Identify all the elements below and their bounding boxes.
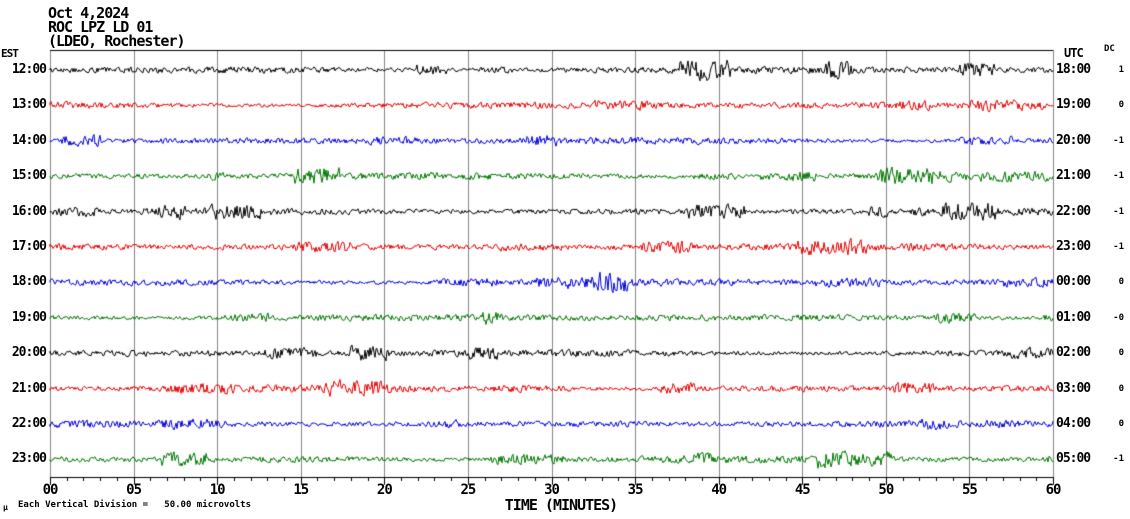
utc-time-label: 22:00 — [1056, 203, 1091, 219]
x-axis-tick-label: 40 — [711, 482, 727, 498]
est-time-label: 13:00 — [11, 97, 47, 113]
x-axis-tick-label: 30 — [544, 482, 560, 498]
est-time-label: 15:00 — [11, 168, 47, 184]
utc-time-label: 19:00 — [1056, 97, 1091, 113]
dc-offset-value: -1 — [1113, 135, 1124, 146]
x-axis-tick-label: 25 — [460, 482, 476, 498]
dc-offset-value: 0 — [1118, 383, 1124, 394]
est-time-label: 20:00 — [11, 345, 47, 361]
dc-offset-value: -1 — [1113, 171, 1124, 182]
header-date: Oct 4,2024 — [48, 4, 129, 22]
utc-time-label: 21:00 — [1056, 168, 1091, 184]
utc-time-label: 18:00 — [1056, 62, 1091, 77]
dc-offset-value: -0 — [1113, 312, 1124, 323]
header-station: ROC LPZ LD 01 — [48, 18, 153, 36]
utc-time-label: 02:00 — [1056, 345, 1091, 361]
est-time-label: 21:00 — [11, 380, 47, 396]
utc-time-label: 04:00 — [1056, 416, 1091, 431]
est-time-label: 22:00 — [11, 416, 47, 431]
est-time-label: 12:00 — [11, 62, 47, 77]
header-network: (LDEO, Rochester) — [48, 32, 186, 50]
est-time-label: 23:00 — [11, 451, 47, 467]
x-axis-tick-label: 00 — [42, 482, 59, 498]
x-axis-tick-label: 05 — [126, 482, 142, 498]
dc-offset-value: 0 — [1118, 348, 1124, 359]
dc-offset-value: 0 — [1118, 419, 1124, 429]
left-timezone-label: EST — [1, 47, 19, 60]
x-axis-tick-label: 45 — [794, 482, 811, 498]
utc-time-label: 20:00 — [1056, 132, 1091, 148]
x-axis-tick-label: 15 — [293, 482, 309, 498]
dc-offset-value: -1 — [1113, 242, 1124, 252]
dc-offset-value: 1 — [1118, 65, 1124, 75]
utc-time-label: 05:00 — [1056, 451, 1091, 467]
x-axis-tick-label: 35 — [627, 482, 644, 498]
utc-time-label: 03:00 — [1056, 380, 1091, 396]
x-axis-title: TIME (MINUTES) — [504, 496, 618, 514]
est-time-label: 18:00 — [11, 274, 47, 290]
est-time-label: 16:00 — [11, 203, 47, 219]
dc-offset-value: 0 — [1118, 100, 1124, 111]
x-axis-tick-label: 20 — [376, 482, 393, 498]
est-time-label: 14:00 — [11, 132, 47, 148]
dc-offset-value: -1 — [1113, 206, 1124, 217]
x-axis-tick-label: 55 — [961, 482, 978, 498]
dc-offset-value: 0 — [1118, 277, 1124, 288]
x-axis-tick-label: 10 — [209, 482, 226, 498]
right-timezone-label: UTC — [1064, 46, 1084, 60]
x-axis-tick-label: 50 — [878, 482, 894, 498]
dc-offset-column-label: DC — [1104, 44, 1115, 54]
est-time-label: 17:00 — [11, 239, 47, 254]
micro-glyph: µ — [3, 503, 8, 512]
scale-note: Each Vertical Division = 50.00 microvolt… — [18, 500, 251, 510]
utc-time-label: 23:00 — [1056, 239, 1091, 254]
x-axis-tick-label: 60 — [1045, 482, 1062, 498]
est-time-label: 19:00 — [11, 309, 47, 325]
utc-time-label: 00:00 — [1056, 274, 1091, 290]
dc-offset-value: -1 — [1113, 454, 1124, 465]
utc-time-label: 01:00 — [1056, 309, 1091, 325]
